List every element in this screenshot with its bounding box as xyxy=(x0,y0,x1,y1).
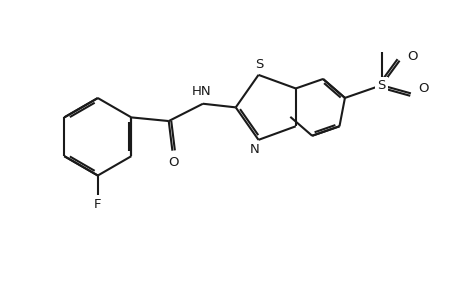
Text: S: S xyxy=(376,79,385,92)
Text: O: O xyxy=(406,50,417,63)
Text: N: N xyxy=(249,143,259,156)
Text: F: F xyxy=(94,198,101,211)
Text: O: O xyxy=(418,82,428,95)
Text: O: O xyxy=(168,157,179,169)
Text: S: S xyxy=(255,58,263,71)
Text: HN: HN xyxy=(192,85,211,98)
